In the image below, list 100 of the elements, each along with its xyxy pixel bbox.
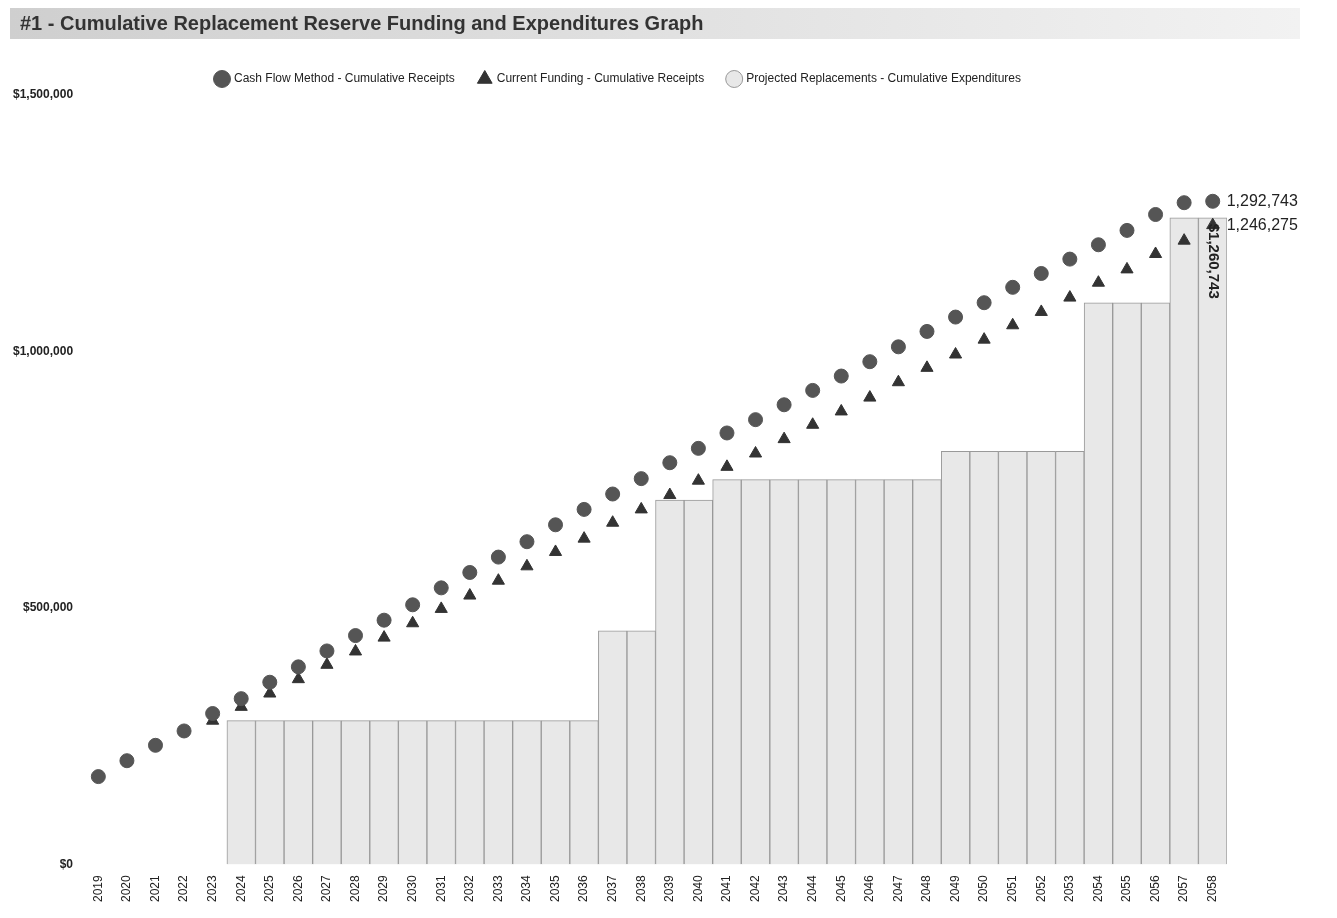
legend-label: Current Funding - Cumulative Receipts xyxy=(496,71,705,86)
point xyxy=(1176,195,1192,211)
x-tick-label: 2054 xyxy=(1090,874,1105,903)
x-tick-label: 2039 xyxy=(662,874,677,903)
point xyxy=(1034,304,1048,316)
point xyxy=(405,597,421,613)
point xyxy=(1148,207,1164,222)
x-tick-label: 2041 xyxy=(719,874,734,903)
legend-label: Projected Replacements - Cumulative Expenditures xyxy=(746,71,1021,86)
point xyxy=(891,374,905,387)
point xyxy=(119,753,135,769)
point xyxy=(948,309,964,325)
data-label: 1,292,743 xyxy=(1226,191,1298,209)
x-tick-label: 2031 xyxy=(433,874,448,903)
point xyxy=(376,612,392,628)
point xyxy=(691,473,705,485)
x-tick-label: 2040 xyxy=(690,874,705,903)
point xyxy=(833,368,849,384)
point xyxy=(1005,279,1021,295)
data-label: $1,260,743 xyxy=(1205,223,1223,299)
y-tick-label: $1,500,000 xyxy=(13,87,74,102)
x-tick-label: 2034 xyxy=(519,874,534,903)
x-tick-label: 2036 xyxy=(576,874,591,903)
point xyxy=(520,558,534,571)
point xyxy=(490,549,506,565)
point xyxy=(834,403,848,416)
x-tick-label: 2048 xyxy=(919,874,934,903)
x-tick-label: 2038 xyxy=(633,874,648,903)
point xyxy=(605,486,621,502)
x-tick-label: 2053 xyxy=(1062,874,1077,903)
x-tick-label: 2044 xyxy=(805,874,819,903)
point xyxy=(634,501,648,514)
point xyxy=(433,580,449,596)
point xyxy=(948,347,963,359)
point xyxy=(205,706,221,722)
x-tick-label: 2055 xyxy=(1119,874,1134,903)
x-tick-label: 2049 xyxy=(947,874,962,903)
point xyxy=(890,339,906,355)
point xyxy=(463,588,477,600)
point xyxy=(576,501,592,517)
point xyxy=(1177,233,1191,245)
point xyxy=(434,601,448,613)
point xyxy=(719,425,735,441)
point xyxy=(720,459,734,471)
point xyxy=(1120,261,1134,274)
x-tick-label: 2021 xyxy=(147,874,162,903)
point xyxy=(863,390,877,402)
point xyxy=(776,397,792,413)
point xyxy=(262,674,278,690)
point xyxy=(1063,290,1077,302)
legend-label: Cash Flow Method - Cumulative Receipts xyxy=(234,71,455,86)
point xyxy=(577,531,591,543)
point xyxy=(176,723,192,739)
x-tick-label: 2035 xyxy=(547,874,562,903)
x-tick-label: 2019 xyxy=(90,874,105,903)
point xyxy=(548,517,564,533)
point xyxy=(320,657,334,669)
point xyxy=(548,544,563,556)
point xyxy=(348,628,364,644)
point xyxy=(291,671,305,684)
y-tick-label: $0 xyxy=(59,856,74,871)
y-tick-label: $500,000 xyxy=(23,600,74,615)
point xyxy=(1149,246,1163,258)
chart-title: #1 - Cumulative Replacement Reserve Funding and Expenditures Graph xyxy=(10,8,1300,39)
x-tick-label: 2047 xyxy=(890,874,905,903)
point xyxy=(406,615,420,628)
x-tick-label: 2050 xyxy=(976,874,991,903)
x-tick-label: 2032 xyxy=(462,874,477,903)
x-tick-label: 2022 xyxy=(176,874,191,903)
point xyxy=(919,323,935,339)
x-tick-label: 2024 xyxy=(233,874,248,903)
x-tick-label: 2020 xyxy=(119,874,134,903)
point xyxy=(862,354,878,370)
x-tick-label: 2033 xyxy=(490,874,505,903)
x-tick-label: 2052 xyxy=(1033,874,1048,903)
point xyxy=(90,769,106,785)
point xyxy=(1205,193,1221,209)
point xyxy=(748,446,763,458)
point xyxy=(977,332,991,344)
x-tick-label: 2025 xyxy=(262,874,277,903)
point xyxy=(606,515,620,527)
point xyxy=(805,382,821,398)
x-tick-label: 2026 xyxy=(290,874,305,903)
data-label: 1,246,275 xyxy=(1226,215,1298,233)
point xyxy=(348,643,363,656)
x-tick-label: 2045 xyxy=(833,874,848,903)
point xyxy=(147,737,163,753)
point xyxy=(519,534,535,550)
point xyxy=(491,573,505,585)
point xyxy=(690,440,706,456)
y-tick-label: $1,000,000 xyxy=(13,343,74,358)
point xyxy=(233,691,249,707)
x-tick-label: 2051 xyxy=(1005,874,1020,903)
point xyxy=(806,417,820,429)
x-tick-label: 2043 xyxy=(776,874,791,903)
x-tick-label: 2037 xyxy=(604,874,619,903)
point xyxy=(1006,317,1020,330)
x-tick-label: 2029 xyxy=(376,874,391,903)
x-tick-label: 2058 xyxy=(1205,874,1220,903)
x-tick-label: 2056 xyxy=(1147,874,1162,903)
